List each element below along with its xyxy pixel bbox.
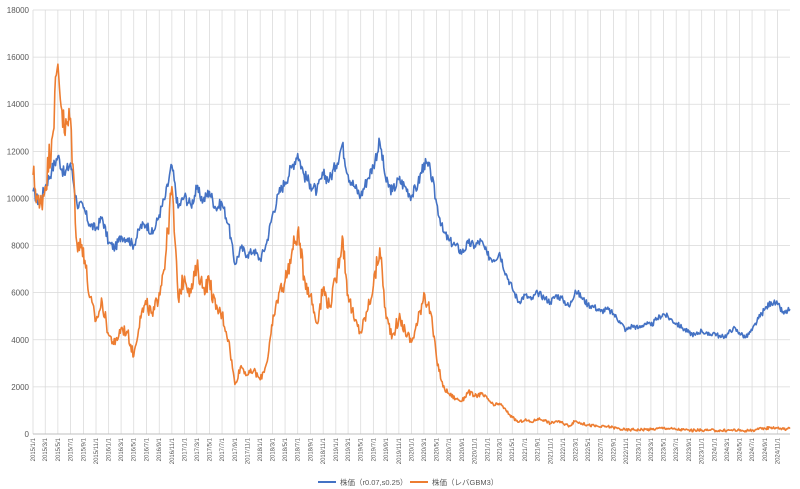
x-tick-label: 2023/3/1: [649, 437, 655, 461]
x-tick-label: 2021/11/1: [548, 437, 554, 464]
x-tick-label: 2020/9/1: [460, 437, 466, 461]
x-tick-label: 2015/3/1: [43, 437, 49, 461]
legend-label: 株価（r0.07,s0.25）: [340, 477, 408, 487]
x-tick-label: 2024/9/1: [763, 437, 769, 461]
x-tick-label: 2024/7/1: [750, 437, 756, 461]
y-tick-label: 12000: [7, 147, 30, 156]
legend-entry: 株価（r0.07,s0.25）: [318, 477, 408, 487]
y-axis: 0 2000 4000 6000 8000 10000 12000 14000 16000 180…: [7, 6, 30, 439]
x-tick-label: 2019/1/1: [334, 437, 340, 461]
x-tick-label: 2023/7/1: [674, 437, 680, 461]
x-tick-label: 2021/1/1: [485, 437, 491, 461]
x-tick-label: 2022/5/1: [586, 437, 592, 461]
x-tick-label: 2017/11/1: [246, 437, 252, 464]
x-tick-label: 2018/5/1: [283, 437, 289, 461]
series-group: [32, 63, 791, 433]
x-tick-label: 2022/1/1: [561, 437, 567, 461]
grid: [32, 9, 790, 435]
x-tick-label: 2018/1/1: [258, 437, 264, 461]
x-tick-label: 2017/7/1: [220, 437, 226, 461]
series-2: [32, 63, 791, 433]
x-tick-label: 2015/1/1: [31, 437, 37, 461]
y-tick-label: 16000: [7, 53, 30, 62]
y-tick-label: 0: [25, 430, 30, 439]
series-1: [32, 137, 791, 340]
x-tick-label: 2021/3/1: [498, 437, 504, 461]
y-tick-label: 8000: [11, 242, 29, 251]
x-tick-label: 2022/7/1: [599, 437, 605, 461]
x-tick-label: 2021/5/1: [510, 437, 516, 461]
x-tick-label: 2019/11/1: [397, 437, 403, 464]
x-tick-label: 2019/3/1: [346, 437, 352, 461]
x-tick-label: 2016/3/1: [119, 437, 125, 461]
x-tick-label: 2016/7/1: [144, 437, 150, 461]
x-tick-label: 2019/7/1: [371, 437, 377, 461]
x-tick-label: 2022/11/1: [624, 437, 630, 464]
x-tick-label: 2020/7/1: [447, 437, 453, 461]
legend-label: 株価（レバGBM3）: [432, 477, 498, 487]
x-tick-label: 2016/11/1: [170, 437, 176, 464]
y-tick-label: 6000: [11, 289, 29, 298]
x-tick-label: 2020/1/1: [410, 437, 416, 461]
y-tick-label: 18000: [7, 6, 30, 15]
x-tick-label: 2018/7/1: [296, 437, 302, 461]
series-line: [32, 137, 791, 340]
x-tick-label: 2022/9/1: [611, 437, 617, 461]
x-tick-label: 2023/5/1: [662, 437, 668, 461]
x-tick-label: 2024/11/1: [776, 437, 782, 464]
x-tick-label: 2018/11/1: [321, 437, 327, 464]
y-tick-label: 10000: [7, 194, 30, 203]
x-tick-label: 2016/9/1: [157, 437, 163, 461]
x-tick-label: 2017/3/1: [195, 437, 201, 461]
x-tick-label: 2024/3/1: [725, 437, 731, 461]
x-tick-label: 2017/1/1: [183, 437, 189, 461]
x-axis: 2015/1/1 2015/3/1 2015/5/1 2015/7/1 2015/9/1…: [31, 433, 790, 464]
x-tick-label: 2015/9/1: [81, 437, 87, 461]
x-tick-label: 2021/9/1: [536, 437, 542, 461]
x-tick-label: 2016/5/1: [132, 437, 138, 461]
x-tick-label: 2017/9/1: [233, 437, 239, 461]
x-tick-label: 2017/5/1: [207, 437, 213, 461]
x-tick-label: 2019/5/1: [359, 437, 365, 461]
legend: 株価（r0.07,s0.25） 株価（レバGBM3）: [318, 477, 498, 487]
y-tick-label: 14000: [7, 100, 30, 109]
x-tick-label: 2023/11/1: [700, 437, 706, 464]
series-line: [32, 63, 791, 433]
x-tick-label: 2024/1/1: [712, 437, 718, 461]
x-tick-label: 2019/9/1: [384, 437, 390, 461]
x-tick-label: 2016/1/1: [107, 437, 113, 461]
legend-entry: 株価（レバGBM3）: [410, 477, 498, 487]
x-tick-label: 2020/11/1: [473, 437, 479, 464]
x-tick-label: 2018/9/1: [309, 437, 315, 461]
x-tick-label: 2020/5/1: [435, 437, 441, 461]
x-tick-label: 2020/3/1: [422, 437, 428, 461]
x-tick-label: 2023/1/1: [637, 437, 643, 461]
x-tick-label: 2015/11/1: [94, 437, 100, 464]
x-tick-label: 2024/5/1: [737, 437, 743, 461]
x-tick-label: 2015/5/1: [56, 437, 62, 461]
x-tick-label: 2018/3/1: [270, 437, 276, 461]
y-tick-label: 2000: [11, 383, 29, 392]
x-tick-label: 2021/7/1: [523, 437, 529, 461]
y-tick-label: 4000: [11, 336, 29, 345]
x-tick-label: 2023/9/1: [687, 437, 693, 461]
x-tick-label: 2022/3/1: [573, 437, 579, 461]
x-tick-label: 2015/7/1: [69, 437, 75, 461]
